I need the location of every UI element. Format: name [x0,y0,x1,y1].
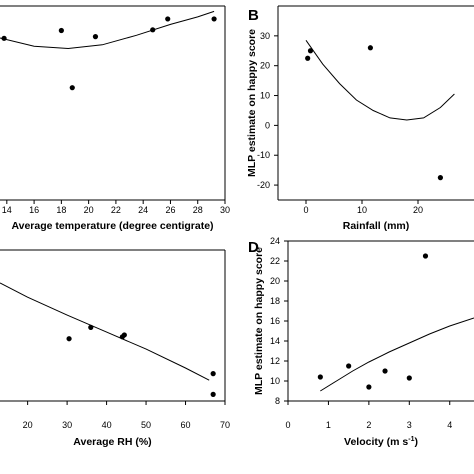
data-point [88,324,94,330]
data-point [366,384,372,390]
x-tick-label: 0 [285,420,290,430]
data-point [317,374,323,380]
y-tick-label: 20 [260,61,270,71]
panel-humidity: 20 30 40 50 60 70 Average RH (%) [0,249,230,448]
x-tick-label: 20 [413,205,423,215]
y-tick-label: 10 [270,376,280,386]
y-tick-label: 16 [270,316,280,326]
y-tick-label: 0 [265,120,270,130]
y-tick-label: 24 [270,236,280,246]
panel-rainfall: 0 10 20 -20 -10 0 10 20 30 Rainfall (mm) MLP estim… [246,5,474,232]
y-tick-label: 22 [270,256,280,266]
data-point [382,368,388,374]
y-axis-title: MLP estimate on happy score [246,29,258,177]
y-tick-label: 14 [270,336,280,346]
data-point [211,16,217,22]
y-axis-title: MLP estimate on happy score [253,247,265,395]
x-tick-label: 30 [220,205,230,215]
data-point [165,16,171,22]
y-tick-label: 18 [270,296,280,306]
data-point [121,332,127,338]
x-tick-label: 30 [62,420,72,430]
data-point [1,35,7,41]
x-tick-label: 2 [366,420,371,430]
data-point [66,336,72,342]
panel-letter: B [248,7,259,24]
y-tick-label: 10 [260,91,270,101]
x-tick-label: 28 [193,205,203,215]
data-point [210,371,216,377]
data-point [406,375,412,381]
y-tick-label: 20 [270,276,280,286]
x-tick-label: 4 [447,420,452,430]
x-tick-label: 50 [141,420,151,430]
x-tick-label: 14 [2,205,12,215]
data-point [210,391,216,397]
x-tick-label: 24 [138,205,148,215]
x-axis-title: Average RH (%) [73,436,151,448]
x-tick-label: 22 [111,205,121,215]
x-tick-label: 40 [102,420,112,430]
panel-letter: D [248,239,259,256]
x-tick-label: 16 [29,205,39,215]
x-tick-label: 1 [326,420,331,430]
data-point [437,175,443,181]
x-tick-label: 60 [181,420,191,430]
fit-curve [305,40,455,121]
x-axis-title: Velocity (m s-1) [344,436,418,448]
fit-curve [0,282,210,381]
x-axis-title: Average temperature (degree centigrate) [11,220,213,232]
data-point [58,27,64,34]
data-point [367,45,373,51]
y-tick-label: -10 [257,150,270,160]
y-tick-label: 30 [260,31,270,41]
y-tick-label: -20 [257,180,270,190]
x-tick-label: 20 [23,420,33,430]
fit-curve [320,317,474,392]
data-point [307,48,314,54]
data-point [346,363,352,369]
data-point [92,34,99,40]
x-tick-label: 10 [357,205,367,215]
fit-curve [0,10,215,50]
x-tick-label: 26 [165,205,175,215]
x-axis-title-superscript: -1 [408,436,414,443]
x-tick-label: 3 [407,420,412,430]
x-tick-label: 70 [220,420,230,430]
x-axis-title-tail: ) [414,436,418,448]
x-tick-label: 18 [56,205,66,215]
data-point [422,253,429,259]
y-tick-label: 12 [270,356,280,366]
panel-temperature: 14 16 18 20 22 24 26 28 30 Average temperature (d… [0,5,230,232]
data-point [305,55,311,61]
data-point [150,27,156,33]
x-tick-label: 20 [84,205,94,215]
data-point [69,85,75,91]
y-tick-label: 8 [275,396,280,406]
x-tick-label: 0 [303,205,308,215]
x-axis-title: Rainfall (mm) [343,220,410,232]
